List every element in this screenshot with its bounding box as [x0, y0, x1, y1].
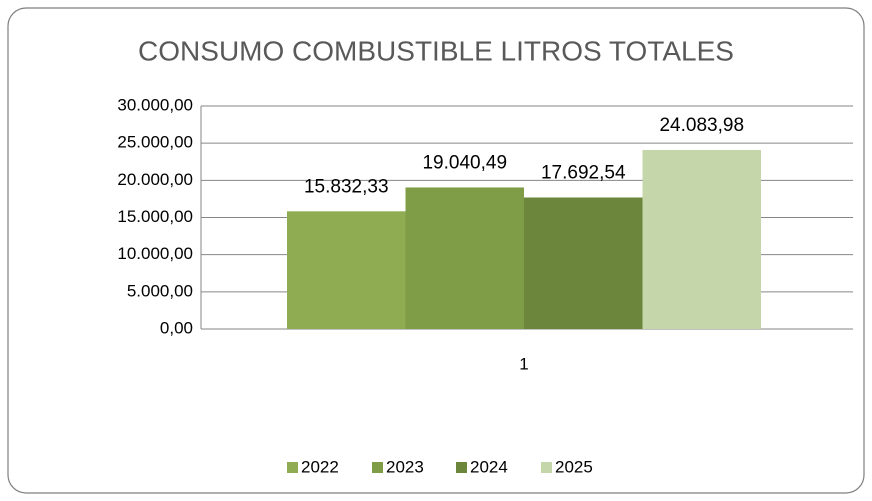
legend-swatch — [372, 462, 383, 473]
y-tick-label: 10.000,00 — [117, 244, 193, 263]
y-tick-label: 20.000,00 — [117, 170, 193, 189]
legend-label: 2024 — [470, 457, 508, 476]
y-tick-label: 30.000,00 — [117, 95, 193, 114]
legend-label: 2023 — [386, 457, 424, 476]
y-tick-label: 15.000,00 — [117, 207, 193, 226]
data-label: 19.040,49 — [422, 152, 507, 173]
x-tick-label: 1 — [519, 354, 528, 373]
y-tick-label: 5.000,00 — [127, 281, 193, 300]
data-label: 24.083,98 — [659, 115, 744, 136]
y-tick-label: 0,00 — [160, 318, 193, 337]
bar — [642, 149, 761, 329]
legend-label: 2025 — [555, 457, 593, 476]
bar — [524, 197, 643, 329]
legend-swatch — [541, 462, 552, 473]
bar — [287, 211, 406, 329]
bar — [405, 187, 524, 329]
legend-swatch — [456, 462, 467, 473]
data-label: 17.692,54 — [541, 163, 626, 184]
legend-label: 2022 — [301, 457, 339, 476]
data-label: 15.832,33 — [304, 176, 389, 197]
y-tick-label: 25.000,00 — [117, 133, 193, 152]
chart-title: CONSUMO COMBUSTIBLE LITROS TOTALES — [138, 35, 734, 66]
legend-swatch — [287, 462, 298, 473]
